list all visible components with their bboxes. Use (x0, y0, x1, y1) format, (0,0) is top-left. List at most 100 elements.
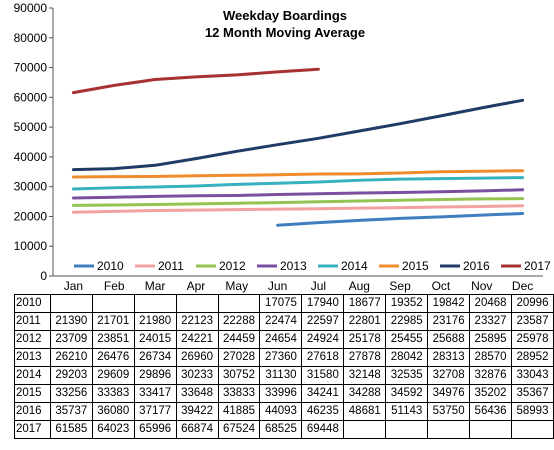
table-value-cell: 66874 (175, 420, 219, 439)
table-value-cell: 23709 (49, 330, 93, 349)
table-row: 2015 33256 33383 33417 33648 33833 33996 34241 3… (14, 384, 554, 403)
table-value-cell: 26210 (49, 348, 93, 367)
legend-label: 2011 (158, 259, 184, 273)
table-value-cell: 68525 (259, 420, 303, 439)
table-value-cell: 20996 (511, 294, 554, 313)
table-value-cell: 35737 (49, 402, 93, 421)
table-value-cell: 28313 (427, 348, 471, 367)
table-value-cell: 20468 (469, 294, 512, 313)
x-tick-label: May (225, 279, 248, 293)
table-body: 2010 17075 17940 18677 19352 19842 20468 20996 2… (14, 294, 554, 439)
table-value-cell: 22597 (301, 312, 345, 331)
x-tick-label: Jun (268, 279, 287, 293)
table-row: 2014 29203 29609 29896 30233 30752 31130 31580 3… (14, 366, 554, 385)
table-value-cell: 27360 (259, 348, 303, 367)
table-value-cell: 34592 (385, 384, 429, 403)
table-year-cell: 2012 (14, 330, 51, 349)
legend-label: 2012 (219, 259, 246, 273)
table-value-cell: 19842 (427, 294, 471, 313)
table-value-cell: 29609 (91, 366, 135, 385)
table-value-cell: 34288 (343, 384, 387, 403)
table-value-cell: 65996 (133, 420, 177, 439)
x-tick-label: Oct (432, 279, 451, 293)
legend-label: 2013 (280, 259, 307, 273)
x-tick-label: Feb (104, 279, 125, 293)
x-tick-label: Apr (187, 279, 206, 293)
table-value-cell: 33256 (49, 384, 93, 403)
table-value-cell (469, 420, 512, 439)
table-value-cell: 27878 (343, 348, 387, 367)
table-value-cell: 24015 (133, 330, 177, 349)
table-value-cell: 23176 (427, 312, 471, 331)
chart-title: Weekday Boardings (223, 8, 347, 23)
y-tick-label: 40000 (14, 150, 48, 164)
table-value-cell: 33648 (175, 384, 219, 403)
table-year-cell: 2011 (14, 312, 51, 331)
table-value-cell (343, 420, 387, 439)
table-value-cell: 32876 (469, 366, 512, 385)
table-value-cell: 33833 (217, 384, 261, 403)
table-value-cell: 23851 (91, 330, 135, 349)
table-value-cell: 32708 (427, 366, 471, 385)
table-year-cell: 2016 (14, 402, 51, 421)
table-value-cell (49, 294, 93, 313)
table-value-cell: 22985 (385, 312, 429, 331)
table-value-cell: 28042 (385, 348, 429, 367)
series-line-2011 (71, 204, 525, 214)
table-value-cell: 33383 (91, 384, 135, 403)
table-year-cell: 2013 (14, 348, 51, 367)
series-line-2017 (71, 67, 320, 95)
table-value-cell (511, 420, 554, 439)
x-tick-label: Jan (64, 279, 83, 293)
table-value-cell: 22801 (343, 312, 387, 331)
table-value-cell: 35202 (469, 384, 512, 403)
table-value-cell: 26734 (133, 348, 177, 367)
legend-label: 2017 (524, 259, 551, 273)
table-value-cell: 25895 (469, 330, 512, 349)
table-value-cell: 36080 (91, 402, 135, 421)
table-value-cell: 27618 (301, 348, 345, 367)
table-year-cell: 2010 (14, 294, 51, 313)
y-tick-label: 20000 (14, 209, 48, 223)
table-value-cell: 25455 (385, 330, 429, 349)
table-value-cell: 23327 (469, 312, 512, 331)
line-chart: 0 10000 20000 30000 40000 50000 60000 70000 8000… (14, 1, 551, 293)
table-year-cell: 2015 (14, 384, 51, 403)
table-value-cell: 31130 (259, 366, 303, 385)
series-lines (71, 67, 525, 227)
table-value-cell: 41885 (217, 402, 261, 421)
table-value-cell: 33417 (133, 384, 177, 403)
legend-label: 2015 (402, 259, 429, 273)
table-value-cell: 51143 (385, 402, 429, 421)
table-value-cell: 69448 (301, 420, 345, 439)
table-value-cell: 35367 (511, 384, 554, 403)
table-value-cell: 24654 (259, 330, 303, 349)
table-value-cell (91, 294, 135, 313)
chart-axes (52, 8, 543, 277)
table-value-cell: 33996 (259, 384, 303, 403)
table-row: 2017 61585 64023 65996 66874 67524 68525 69448 (14, 420, 554, 439)
x-tick-label: Sep (389, 279, 411, 293)
x-tick-label: Jul (311, 279, 326, 293)
chart-subtitle: 12 Month Moving Average (205, 25, 365, 40)
table-value-cell: 37177 (133, 402, 177, 421)
chart-legend: 2010 2011 2012 2013 2014 2015 2016 2017 (74, 259, 551, 273)
table-value-cell: 24924 (301, 330, 345, 349)
y-tick-label: 90000 (14, 1, 48, 15)
y-tick-label: 80000 (14, 31, 48, 45)
x-tick-label: Aug (349, 279, 370, 293)
table-row: 2012 23709 23851 24015 24221 24459 24654 24924 2… (14, 330, 554, 349)
table-value-cell: 34241 (301, 384, 345, 403)
y-tick-label: 60000 (14, 90, 48, 104)
table-value-cell: 61585 (49, 420, 93, 439)
y-tick-label: 10000 (14, 239, 48, 253)
table-value-cell: 44093 (259, 402, 303, 421)
table-value-cell: 17940 (301, 294, 345, 313)
legend-label: 2014 (341, 259, 368, 273)
table-value-cell: 28570 (469, 348, 512, 367)
table-value-cell: 39422 (175, 402, 219, 421)
table-value-cell: 30233 (175, 366, 219, 385)
table-year-cell: 2014 (14, 366, 51, 385)
table-value-cell: 58993 (511, 402, 554, 421)
series-line-2013 (71, 188, 525, 200)
